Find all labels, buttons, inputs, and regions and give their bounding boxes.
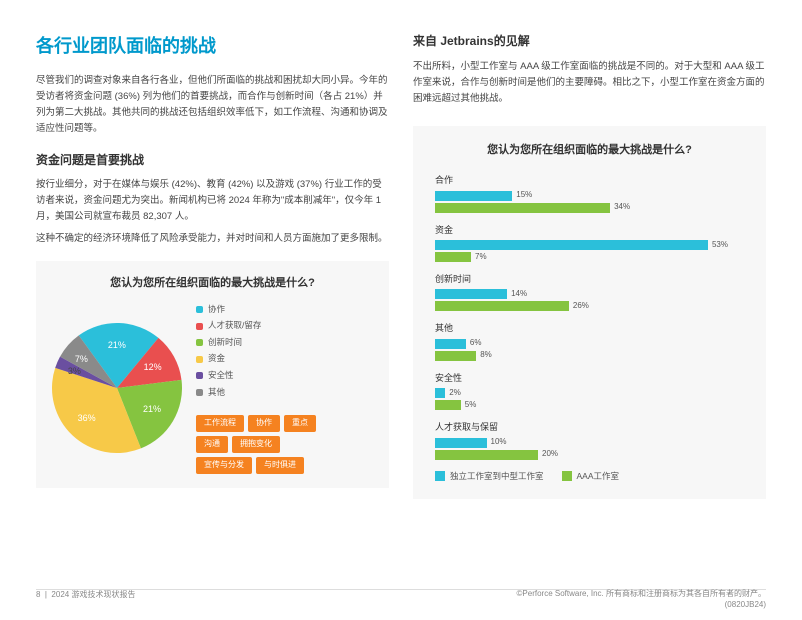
pie-legend: 协作人才获取/留存创新时间资金安全性其他 工作流程协作重点沟通拥抱变化宣传与分发… — [196, 303, 336, 474]
pie-chart: 21%12%21%36%3%7% — [52, 323, 182, 453]
bar-a — [435, 240, 708, 250]
bar-a — [435, 191, 512, 201]
bar-value: 34% — [614, 201, 630, 214]
sub-paragraph-1: 按行业细分，对于在媒体与娱乐 (42%)、教育 (42%) 以及游戏 (37%)… — [36, 177, 389, 225]
bar-b — [435, 351, 476, 361]
bar-value: 14% — [511, 288, 527, 301]
bar-value: 8% — [480, 349, 492, 362]
bar-group: 其他 6%8% — [435, 321, 744, 360]
pie-chart-panel: 您认为您所在组织面临的最大挑战是什么? 21%12%21%36%3%7% 协作人… — [36, 261, 389, 488]
pie-tag: 沟通 — [196, 436, 228, 453]
right-panel-heading: 来自 Jetbrains的见解 — [413, 32, 766, 51]
page-number: 8 — [36, 590, 40, 599]
bar-chart-title: 您认为您所在组织面临的最大挑战是什么? — [435, 142, 744, 160]
bar-group-label: 合作 — [435, 173, 744, 187]
bar-group-label: 创新时间 — [435, 272, 744, 286]
legend-b: AAA工作室 — [577, 470, 620, 484]
page-title: 各行业团队面临的挑战 — [36, 32, 389, 61]
page-footer: 8 | 2024 游戏技术现状报告 ©Perforce Software, In… — [36, 589, 766, 610]
bar-a — [435, 388, 445, 398]
pie-tag: 重点 — [284, 415, 316, 432]
bar-group-label: 资金 — [435, 223, 744, 237]
bar-legend: 独立工作室到中型工作室 AAA工作室 — [435, 470, 744, 484]
bar-a — [435, 438, 487, 448]
report-title: 2024 游戏技术现状报告 — [51, 590, 135, 599]
bar-a — [435, 289, 507, 299]
bar-b — [435, 400, 461, 410]
bar-group-label: 安全性 — [435, 371, 744, 385]
pie-legend-item: 安全性 — [196, 369, 336, 383]
pie-slice-label: 12% — [144, 360, 162, 374]
bar-group-label: 人才获取与保留 — [435, 420, 744, 434]
bar-value: 26% — [573, 300, 589, 313]
bar-group-label: 其他 — [435, 321, 744, 335]
bar-group: 合作 15% 34% — [435, 173, 744, 212]
copyright: ©Perforce Software, Inc. 所有商标和注册商标为其各自所有… — [506, 589, 766, 610]
pie-legend-item: 其他 — [196, 386, 336, 400]
bar-chart-panel: 您认为您所在组织面临的最大挑战是什么? 合作 15% 34% 资金 53% 7% 创新时间 1… — [413, 126, 766, 500]
bar-value: 20% — [542, 448, 558, 461]
pie-legend-item: 资金 — [196, 352, 336, 366]
pie-chart-title: 您认为您所在组织面临的最大挑战是什么? — [52, 275, 373, 293]
bar-value: 15% — [516, 189, 532, 202]
bar-value: 10% — [491, 436, 507, 449]
bar-b — [435, 450, 538, 460]
pie-tag: 协作 — [248, 415, 280, 432]
subsection-heading: 资金问题是首要挑战 — [36, 151, 389, 170]
pie-tag: 宣传与分发 — [196, 457, 252, 474]
bar-value: 5% — [465, 399, 477, 412]
pie-tag: 拥抱变化 — [232, 436, 280, 453]
bar-group: 安全性 2% 5% — [435, 371, 744, 410]
intro-paragraph: 尽管我们的调查对象来自各行各业，但他们所面临的挑战和困扰却大同小异。今年的受访者… — [36, 73, 389, 138]
bar-group: 创新时间 14% 26% — [435, 272, 744, 311]
right-panel-desc: 不出所料，小型工作室与 AAA 级工作室面临的挑战是不同的。对于大型和 AAA … — [413, 59, 766, 107]
pie-legend-item: 人才获取/留存 — [196, 319, 336, 333]
pie-slice-label: 36% — [78, 411, 96, 425]
bar-value: 7% — [475, 251, 487, 264]
pie-slice-label: 21% — [143, 402, 161, 416]
pie-slice-label: 21% — [108, 338, 126, 352]
pie-legend-item: 创新时间 — [196, 336, 336, 350]
legend-a: 独立工作室到中型工作室 — [450, 470, 544, 484]
bar-value: 2% — [449, 387, 461, 400]
pie-tag: 与时俱进 — [256, 457, 304, 474]
sub-paragraph-2: 这种不确定的经济环境降低了风险承受能力，并对时间和人员方面施加了更多限制。 — [36, 231, 389, 247]
pie-legend-item: 协作 — [196, 303, 336, 317]
bar-a — [435, 339, 466, 349]
bar-b — [435, 203, 610, 213]
bar-value: 53% — [712, 239, 728, 252]
pie-tag: 工作流程 — [196, 415, 244, 432]
bar-group: 资金 53% 7% — [435, 223, 744, 262]
pie-slice-label: 7% — [75, 352, 88, 366]
bar-value: 6% — [470, 337, 482, 350]
bar-b — [435, 252, 471, 262]
bar-b — [435, 301, 569, 311]
bar-group: 人才获取与保留 10% 20% — [435, 420, 744, 459]
